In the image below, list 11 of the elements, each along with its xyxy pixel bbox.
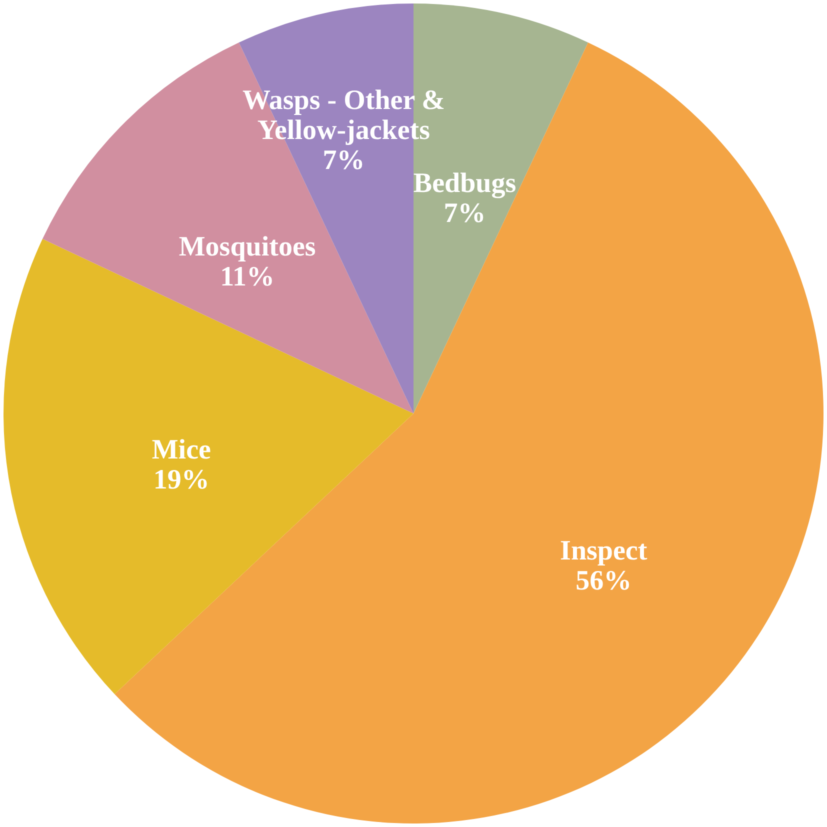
data-label: 7% (444, 198, 486, 230)
slice-label: Mosquitoes (178, 231, 316, 262)
slice-label: Bedbugs (413, 168, 516, 200)
slice-label: Wasps - Other & Yellow-jackets (242, 85, 445, 146)
pie-slice (114, 42, 824, 823)
data-label: 11% (220, 261, 275, 292)
data-label: 19% (153, 464, 210, 496)
slice-label: Inspect (560, 536, 648, 567)
slice-label: Mice (152, 434, 211, 466)
data-label: 7% (322, 145, 365, 176)
data-label: 56% (576, 566, 632, 597)
